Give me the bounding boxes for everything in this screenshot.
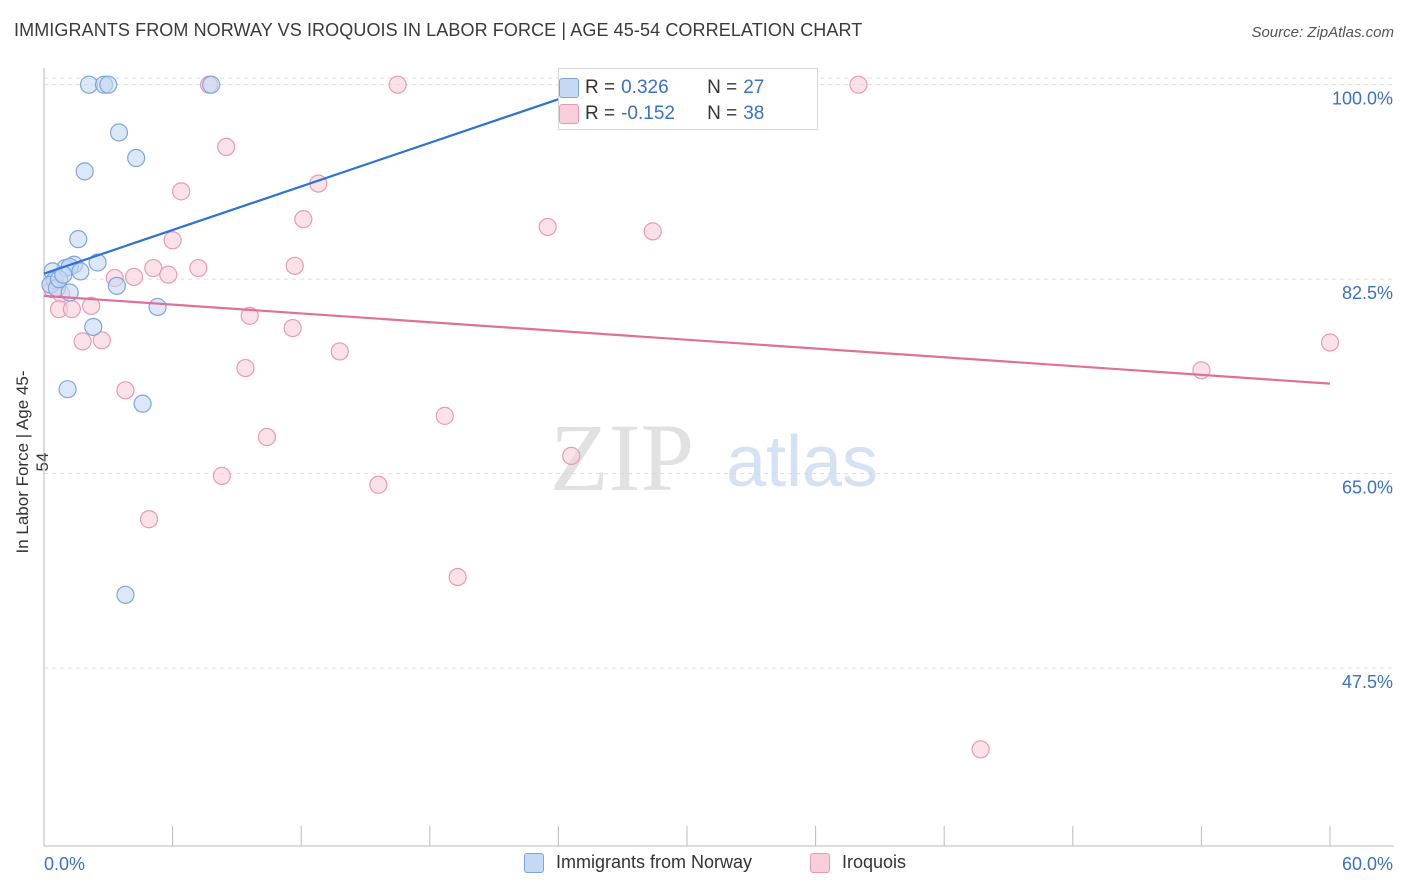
stats-n-value: 38 [743, 103, 765, 124]
iroquois-point [285, 256, 304, 275]
y-tick-label: 47.5% [1342, 672, 1393, 692]
iroquois-point [217, 137, 236, 157]
bottom-legend: Immigrants from Norway Iroquois [0, 852, 1406, 878]
iroquois-point [1320, 333, 1340, 352]
stats-r-label: R = [585, 103, 616, 124]
norway-point [88, 253, 107, 272]
norway-trend-line [43, 83, 602, 275]
norway-points [41, 75, 604, 604]
stats-row-norway: R = 0.326 N = 27 [559, 75, 765, 101]
source-label: Source: ZipAtlas.com [1251, 24, 1394, 41]
watermark-atlas: atlas [726, 422, 878, 502]
norway-swatch [559, 78, 579, 98]
iroquois-point [240, 306, 259, 325]
stats-row-iroquois: R = -0.152 N = 38 [559, 101, 765, 127]
iroquois-point [330, 342, 349, 361]
norway-point [133, 394, 152, 413]
stats-r-value: 0.326 [621, 77, 669, 98]
iroquois-point [369, 475, 388, 494]
x-tick-label: 0.0% [44, 854, 85, 874]
legend-label-iroquois: Iroquois [842, 852, 907, 872]
norway-point [202, 75, 221, 94]
iroquois-point [643, 222, 662, 241]
iroquois-point [971, 740, 990, 759]
legend-swatch-norway [524, 852, 544, 873]
iroquois-point [538, 217, 557, 237]
iroquois-point [82, 296, 101, 315]
iroquois-point [73, 332, 92, 351]
iroquois-point [212, 466, 231, 485]
iroquois-point [92, 331, 111, 350]
norway-point [107, 276, 126, 295]
iroquois-point [163, 231, 182, 250]
watermark: ZIP atlas [550, 404, 878, 511]
chart-title: IMMIGRANTS FROM NORWAY VS IROQUOIS IN LA… [14, 20, 863, 40]
norway-point [71, 262, 90, 281]
iroquois-point [388, 75, 407, 94]
iroquois-point [283, 318, 302, 338]
legend-item-norway[interactable]: Immigrants from Norway [524, 852, 752, 873]
iroquois-point [172, 182, 191, 201]
norway-point [84, 317, 103, 337]
iroquois-trend-line [43, 294, 1331, 385]
norway-point [58, 380, 77, 399]
norway-point [69, 230, 88, 249]
stats-r-label: R = [585, 77, 616, 98]
stats-r-value: -0.152 [621, 103, 675, 124]
norway-point [148, 297, 167, 317]
legend-label-norway: Immigrants from Norway [556, 852, 753, 872]
iroquois-point [124, 267, 144, 287]
iroquois-point [257, 427, 277, 447]
trend-lines [43, 83, 1331, 385]
axes [43, 68, 1394, 847]
tick-labels: 47.5% 65.0% 82.5% 100.0% 0.0% 60.0% [44, 89, 1393, 874]
norway-point [116, 585, 135, 604]
iroquois-point [448, 567, 467, 587]
iroquois-point [62, 300, 81, 319]
stats-n-value: 27 [743, 77, 765, 98]
y-tick-label: 100.0% [1332, 89, 1393, 109]
iroquois-swatch [559, 104, 579, 124]
iroquois-point [159, 265, 178, 284]
x-tick-label: 60.0% [1342, 854, 1393, 874]
legend-item-iroquois[interactable]: Iroquois [810, 852, 906, 873]
stats-n-label: N = [707, 77, 738, 98]
iroquois-point [562, 446, 581, 465]
iroquois-point [116, 381, 135, 400]
iroquois-point [849, 75, 868, 94]
norway-point [99, 75, 118, 94]
norway-point [109, 123, 129, 142]
iroquois-point [294, 210, 313, 229]
iroquois-point [189, 258, 208, 278]
iroquois-point [144, 258, 163, 278]
iroquois-point [236, 358, 255, 378]
legend-swatch-iroquois [810, 852, 830, 873]
y-tick-label: 82.5% [1342, 283, 1393, 303]
stats-legend: R = 0.326 N = 27 R = -0.152 N = 38 [558, 68, 818, 130]
stats-n-label: N = [707, 103, 738, 124]
y-tick-label: 65.0% [1342, 478, 1393, 498]
norway-point [75, 162, 94, 181]
iroquois-point [435, 406, 454, 425]
iroquois-point [139, 510, 159, 529]
norway-point [127, 148, 146, 168]
